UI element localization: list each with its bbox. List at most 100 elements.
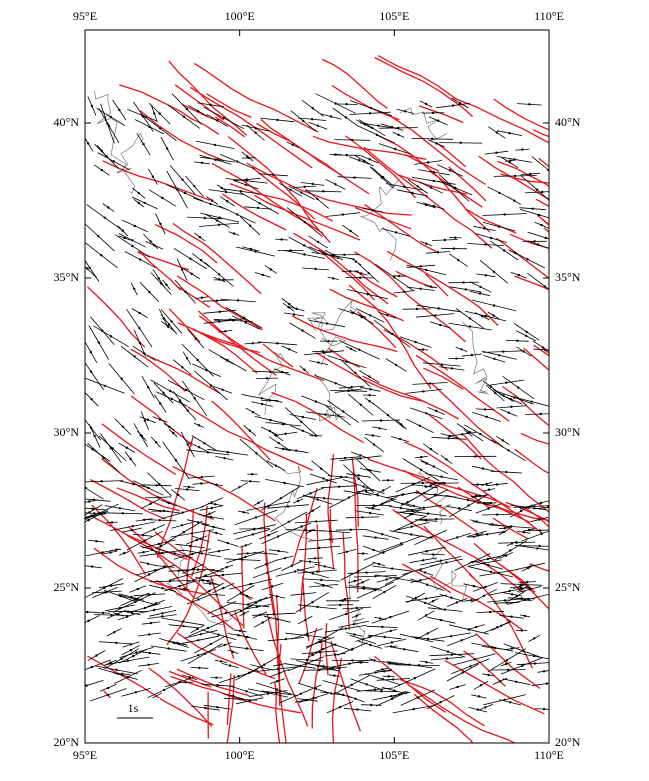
station [107, 694, 109, 696]
station [162, 392, 164, 394]
station [238, 486, 240, 488]
station [520, 510, 522, 512]
station [503, 531, 505, 533]
station [342, 694, 344, 696]
station [131, 612, 133, 614]
station [216, 300, 218, 302]
station [242, 511, 244, 513]
station [513, 396, 515, 398]
station [411, 513, 413, 515]
station [218, 278, 220, 280]
station [390, 695, 392, 697]
station [303, 369, 305, 371]
station [461, 433, 463, 435]
station [185, 681, 187, 683]
station [323, 352, 325, 354]
station [281, 371, 283, 373]
station [122, 512, 124, 514]
station [415, 597, 417, 599]
station [504, 527, 506, 529]
station [247, 157, 249, 159]
station [199, 236, 201, 238]
station [278, 664, 280, 666]
station [477, 483, 479, 485]
station [483, 562, 485, 564]
station [106, 122, 108, 124]
station [312, 697, 314, 699]
station [433, 171, 435, 173]
station [187, 443, 189, 445]
station [143, 352, 145, 354]
station [343, 254, 345, 256]
station [122, 230, 124, 232]
station [433, 465, 435, 467]
station [394, 148, 396, 150]
station [396, 577, 398, 579]
station [420, 265, 422, 267]
station [181, 524, 183, 526]
station [223, 117, 225, 119]
station [516, 595, 518, 597]
station [424, 571, 426, 573]
station [267, 534, 269, 536]
station [258, 202, 260, 204]
station [342, 213, 344, 215]
station [300, 525, 302, 527]
station [344, 598, 346, 600]
station [132, 525, 134, 527]
station [267, 505, 269, 507]
station [111, 521, 113, 523]
station [154, 569, 156, 571]
station [426, 584, 428, 586]
station [448, 437, 450, 439]
station [510, 525, 512, 527]
station [465, 288, 467, 290]
station [210, 643, 212, 645]
station [518, 274, 520, 276]
station [329, 530, 331, 532]
station [445, 561, 447, 563]
station [316, 606, 318, 608]
station [309, 561, 311, 563]
station [514, 252, 516, 254]
station [335, 382, 337, 384]
station [300, 191, 302, 193]
station [509, 160, 511, 162]
station [322, 648, 324, 650]
station [451, 654, 453, 656]
station [152, 176, 154, 178]
station [376, 134, 378, 136]
station [282, 423, 284, 425]
station [222, 574, 224, 576]
station [494, 647, 496, 649]
station [468, 628, 470, 630]
station [269, 399, 271, 401]
station [115, 613, 117, 615]
station [203, 442, 205, 444]
station [277, 668, 279, 670]
station [90, 351, 92, 353]
station [225, 612, 227, 614]
station [425, 243, 427, 245]
station [425, 597, 427, 599]
station [386, 314, 388, 316]
station [133, 288, 135, 290]
station [198, 424, 200, 426]
station [144, 607, 146, 609]
station [178, 681, 180, 683]
station [288, 521, 290, 523]
station [381, 176, 383, 178]
station [142, 143, 144, 145]
station [208, 513, 210, 515]
station [214, 503, 216, 505]
station [359, 277, 361, 279]
station [351, 684, 353, 686]
station [419, 425, 421, 427]
station [161, 587, 163, 589]
station [214, 144, 216, 146]
station [226, 566, 228, 568]
station [212, 526, 214, 528]
station [93, 435, 95, 437]
station [453, 247, 455, 249]
x-tick-label: 110°E [534, 748, 564, 762]
